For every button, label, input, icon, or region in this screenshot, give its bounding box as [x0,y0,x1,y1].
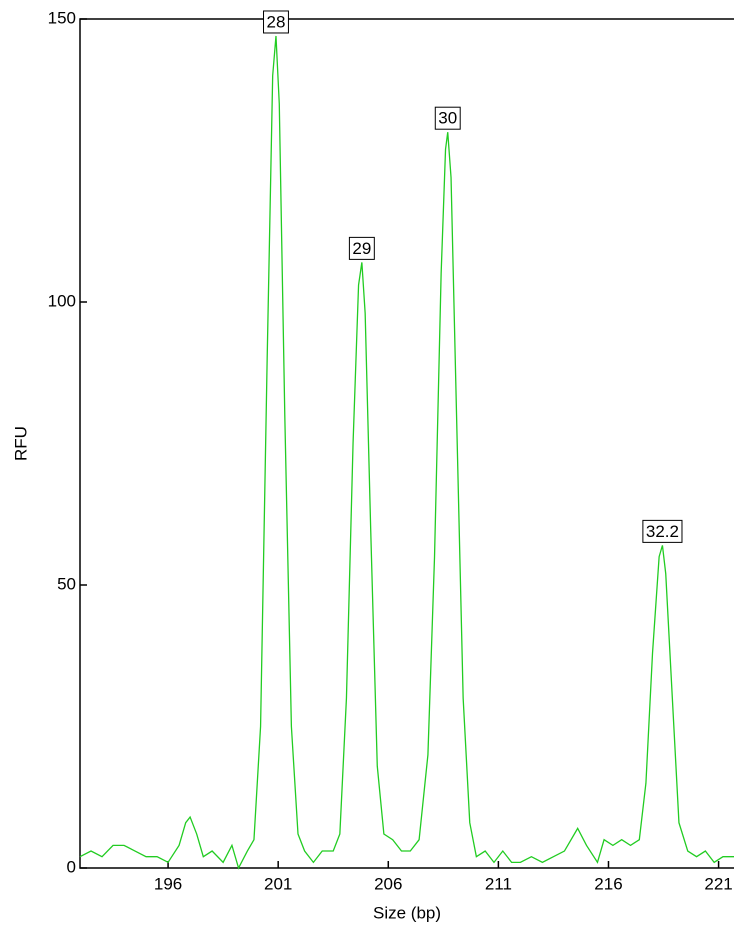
peak-label-box [642,519,683,543]
trace-line [79,35,734,870]
x-axis-label: Size (bp) [373,903,441,922]
x-tick-label: 206 [374,874,402,893]
peak-label: 32.2 [642,519,683,543]
x-tick-label: 211 [485,874,512,893]
axis-frame [79,18,734,869]
peak-label-text: 28 [267,12,286,31]
y-tick-label: 100 [48,291,76,310]
peak-label: 28 [263,10,289,34]
y-tick-label: 0 [67,857,76,876]
peak-label-box [263,10,289,34]
peak-label-box [348,236,375,260]
peak-label: 29 [348,236,375,260]
x-tick-label: 196 [154,874,182,893]
peak-label-text: 29 [352,239,371,258]
peak-label-text: 30 [438,109,457,128]
x-tick-label: 221 [704,874,732,893]
peak-label-box [434,106,461,130]
y-tick-label: 50 [57,574,76,593]
x-tick-label: 216 [594,874,622,893]
peak-label-text: 32.2 [646,522,679,541]
y-tick-label: 150 [48,8,76,27]
x-tick-label: 201 [264,874,292,893]
peak-label: 30 [434,106,461,130]
y-axis-label: RFU [11,426,30,461]
